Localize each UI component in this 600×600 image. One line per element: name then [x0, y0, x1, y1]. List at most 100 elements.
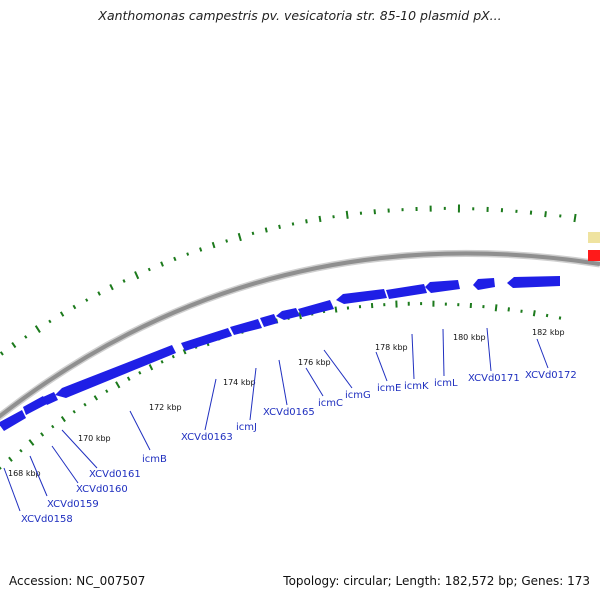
gc-tick	[28, 439, 35, 446]
gc-tick	[225, 239, 229, 243]
gene-arrow[interactable]	[298, 300, 334, 317]
gc-tick	[373, 209, 376, 215]
kbp-label: 182 kbp	[532, 328, 565, 337]
gc-tick	[298, 312, 302, 320]
leader-line	[3, 467, 21, 512]
gc-tick	[171, 354, 175, 359]
leader-line	[536, 338, 549, 369]
gene-arrow[interactable]	[336, 289, 387, 304]
leader-line	[305, 367, 324, 397]
gc-tick	[573, 213, 577, 223]
gc-tick	[173, 256, 177, 262]
outer-tick-track	[0, 204, 577, 356]
gc-tick	[345, 210, 349, 219]
kbp-label: 172 kbp	[149, 403, 182, 412]
gene-track	[0, 276, 560, 431]
legend-yellow-swatch	[588, 232, 600, 243]
gc-tick	[332, 215, 335, 219]
gene-label[interactable]: XCVd0165	[263, 407, 315, 418]
gc-tick	[72, 304, 77, 310]
gc-tick	[148, 364, 154, 371]
gene-label[interactable]: XCVd0161	[89, 469, 141, 480]
gene-arrow[interactable]	[386, 284, 427, 299]
gene-label[interactable]: icmE	[377, 383, 401, 394]
gene-arrow[interactable]	[230, 319, 262, 335]
leader-line	[51, 445, 79, 484]
gc-tick	[186, 252, 190, 256]
gc-tick	[291, 222, 295, 226]
gc-tick	[83, 402, 87, 407]
gc-tick	[318, 215, 322, 223]
accession-text: Accession: NC_007507	[9, 574, 146, 588]
leader-line	[375, 351, 388, 382]
kbp-label: 178 kbp	[375, 343, 408, 352]
gc-tick	[507, 307, 510, 312]
gc-tick	[11, 342, 17, 349]
gene-label[interactable]: icmL	[434, 378, 458, 389]
leader-line	[486, 327, 492, 372]
gc-tick	[115, 381, 121, 389]
leader-line	[411, 333, 415, 380]
gc-tick	[237, 232, 242, 242]
gene-label[interactable]: icmG	[345, 390, 371, 401]
kbp-label: 174 kbp	[223, 378, 256, 387]
gene-arrow[interactable]	[260, 314, 278, 327]
leader-lines	[3, 327, 549, 512]
gc-tick	[147, 267, 151, 272]
gene-label[interactable]: icmJ	[236, 422, 257, 433]
gene-label[interactable]: icmB	[142, 454, 167, 465]
gc-tick	[0, 466, 2, 470]
gc-tick	[59, 311, 65, 317]
kbp-label: 176 kbp	[298, 358, 331, 367]
gc-tick	[97, 291, 101, 296]
map-title: Xanthomonas campestris pv. vesicatoria s…	[98, 8, 502, 23]
gc-tick	[40, 432, 45, 437]
gc-tick	[19, 448, 23, 453]
gc-tick	[264, 227, 268, 233]
gene-arrow[interactable]	[0, 410, 26, 431]
gc-tick	[24, 335, 28, 339]
gene-label[interactable]: icmC	[318, 398, 343, 409]
summary-text: Topology: circular; Length: 182,572 bp; …	[283, 574, 590, 588]
plasmid-backbone	[0, 251, 600, 419]
gene-label[interactable]: XCVd0163	[181, 432, 233, 443]
gene-arrow[interactable]	[425, 280, 460, 293]
gc-tick	[72, 409, 76, 414]
gene-arrow[interactable]	[43, 392, 58, 405]
gc-tick	[160, 360, 164, 364]
gene-arrow[interactable]	[276, 308, 300, 320]
gc-tick	[160, 261, 164, 267]
gc-tick	[334, 306, 338, 313]
gene-arrow[interactable]	[55, 345, 176, 398]
gc-tick	[182, 349, 187, 355]
gc-tick	[85, 298, 89, 302]
gc-tick	[251, 231, 255, 236]
gene-arrow[interactable]	[507, 276, 560, 288]
kbp-label: 170 kbp	[78, 434, 111, 443]
gene-label[interactable]: XCVd0158	[21, 514, 73, 525]
gc-tick	[134, 271, 140, 280]
gc-tick	[278, 224, 281, 230]
gc-tick	[109, 283, 114, 291]
gene-label[interactable]: XCVd0172	[525, 370, 577, 381]
leader-line	[204, 378, 217, 431]
gc-tick	[0, 351, 4, 356]
leader-line	[249, 367, 257, 421]
gene-label[interactable]: XCVd0159	[47, 499, 99, 510]
gc-tick	[48, 319, 52, 324]
gene-arrow[interactable]	[181, 328, 232, 351]
gc-tick	[126, 376, 131, 381]
gene-label[interactable]: XCVd0160	[76, 484, 128, 495]
gene-label[interactable]: icmK	[404, 381, 429, 392]
gene-arrow[interactable]	[23, 396, 47, 415]
gc-tick	[122, 279, 126, 283]
gene-arrow[interactable]	[473, 278, 495, 290]
backbone-shadow	[0, 249, 600, 421]
kbp-label: 180 kbp	[453, 333, 486, 342]
gc-tick	[93, 395, 99, 401]
leader-line	[29, 455, 48, 497]
gc-tick	[532, 310, 536, 317]
gc-tick	[211, 241, 216, 249]
gene-label[interactable]: XCVd0171	[468, 373, 520, 384]
